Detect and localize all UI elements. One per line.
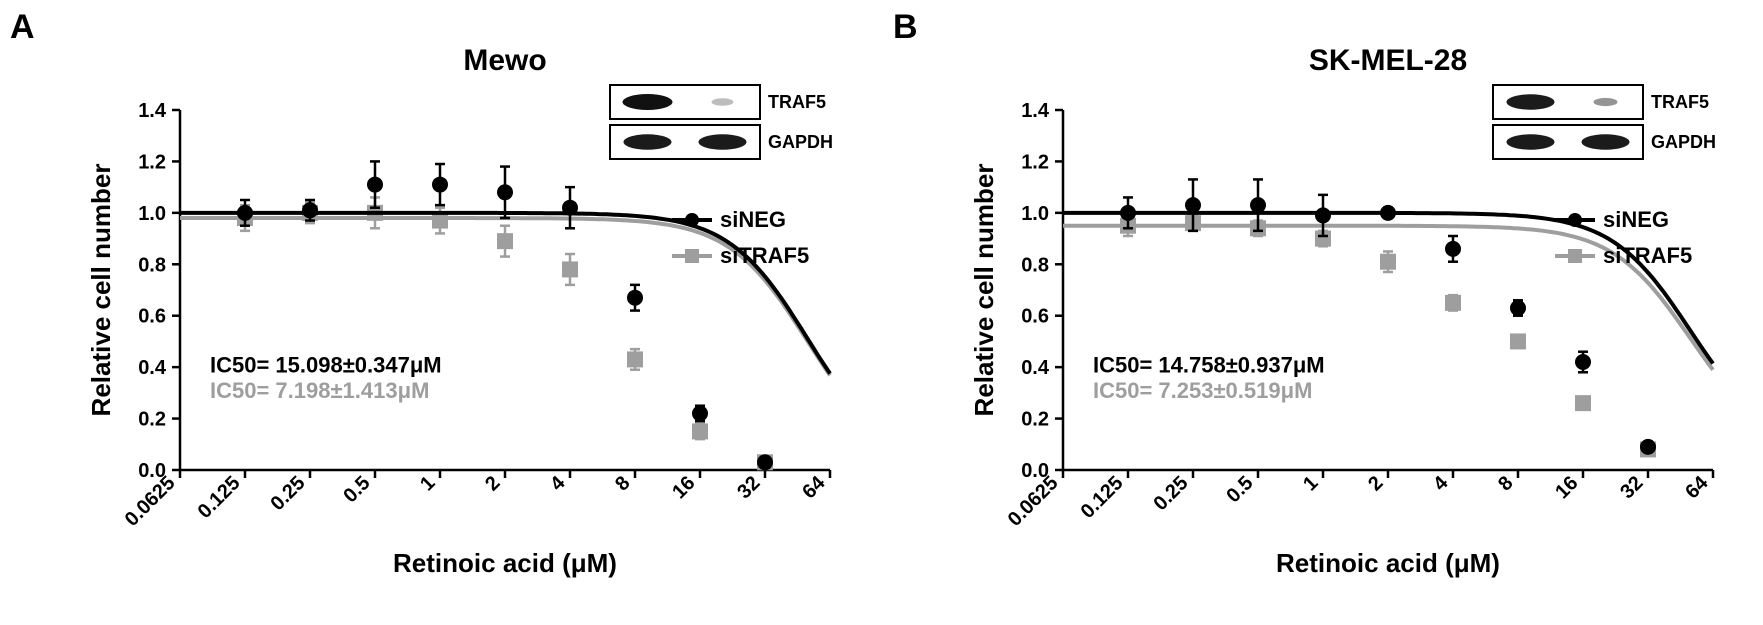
- blot-label: TRAF5: [1651, 92, 1709, 112]
- legend-label: siTRAF5: [720, 243, 809, 268]
- legend-marker: [1568, 249, 1582, 263]
- chart-b: SK-MEL-280.00.20.40.60.81.01.21.4Relativ…: [953, 40, 1753, 600]
- chart-title: Mewo: [463, 44, 546, 77]
- data-marker: [1380, 205, 1396, 221]
- x-tick-label: 32: [1616, 472, 1647, 503]
- data-marker: [1380, 254, 1396, 270]
- x-tick-label: 0.5: [1222, 472, 1257, 507]
- ic50-siNEG: IC50= 15.098±0.347μM: [210, 352, 442, 377]
- y-tick-label: 0.4: [138, 357, 167, 379]
- blot-band: [1594, 98, 1618, 106]
- blot-band: [712, 98, 734, 106]
- x-tick-label: 4: [546, 471, 570, 495]
- chart-a: Mewo0.00.20.40.60.81.01.21.4Relative cel…: [70, 40, 870, 600]
- x-tick-label: 64: [1681, 471, 1713, 503]
- y-tick-label: 1.0: [138, 203, 166, 225]
- y-tick-label: 0.8: [1021, 254, 1049, 276]
- y-tick-label: 0.2: [138, 409, 166, 431]
- x-tick-label: 16: [1551, 472, 1582, 503]
- blot-label: GAPDH: [1651, 132, 1716, 152]
- blot-band: [699, 134, 747, 149]
- x-tick-label: 2: [1364, 472, 1387, 495]
- data-marker: [1250, 197, 1266, 213]
- figure: A Mewo0.00.20.40.60.81.01.21.4Relative c…: [0, 0, 1763, 625]
- legend-label: siTRAF5: [1603, 243, 1692, 268]
- x-tick-label: 0.25: [1149, 472, 1192, 515]
- data-marker: [1510, 300, 1526, 316]
- x-tick-label: 64: [798, 471, 830, 503]
- x-tick-label: 0.25: [266, 472, 309, 515]
- x-axis-label: Retinoic acid (μM): [393, 548, 617, 578]
- panel-letter-b: B: [893, 8, 918, 47]
- legend-label: siNEG: [720, 207, 786, 232]
- y-tick-label: 0.8: [138, 254, 166, 276]
- data-marker: [627, 290, 643, 306]
- y-tick-label: 0.6: [1021, 306, 1049, 328]
- y-tick-label: 1.2: [1021, 151, 1049, 173]
- data-marker: [302, 202, 318, 218]
- legend-marker: [685, 249, 699, 263]
- data-marker: [1640, 439, 1656, 455]
- data-marker: [562, 261, 578, 277]
- panel-letter-a: A: [10, 8, 35, 47]
- data-marker: [237, 205, 253, 221]
- ic50-siTRAF5: IC50= 7.198±1.413μM: [210, 378, 429, 403]
- y-tick-label: 1.2: [138, 151, 166, 173]
- y-axis-label: Relative cell number: [86, 164, 116, 417]
- x-tick-label: 16: [668, 472, 699, 503]
- data-marker: [1575, 395, 1591, 411]
- data-marker: [1445, 241, 1461, 257]
- data-marker: [1510, 333, 1526, 349]
- data-marker: [1315, 207, 1331, 223]
- data-marker: [757, 454, 773, 470]
- x-tick-label: 8: [1494, 472, 1517, 495]
- panel-a: A Mewo0.00.20.40.60.81.01.21.4Relative c…: [0, 0, 880, 625]
- blot-label: TRAF5: [768, 92, 826, 112]
- data-marker: [367, 177, 383, 193]
- y-axis-label: Relative cell number: [969, 164, 999, 417]
- y-tick-label: 0.4: [1021, 357, 1050, 379]
- data-marker: [1120, 205, 1136, 221]
- x-tick-label: 1: [416, 472, 439, 495]
- series-curve: [1063, 213, 1713, 364]
- y-tick-label: 1.4: [138, 100, 167, 122]
- x-tick-label: 0.5: [339, 472, 374, 507]
- x-tick-label: 0.125: [1077, 472, 1128, 523]
- blot-band: [1582, 134, 1630, 149]
- data-marker: [1445, 295, 1461, 311]
- x-axis-label: Retinoic acid (μM): [1276, 548, 1500, 578]
- blot-label: GAPDH: [768, 132, 833, 152]
- blot-band: [624, 134, 672, 149]
- y-tick-label: 1.4: [1021, 100, 1050, 122]
- legend-marker: [685, 213, 699, 227]
- ic50-siNEG: IC50= 14.758±0.937μM: [1093, 352, 1325, 377]
- x-tick-label: 8: [611, 472, 634, 495]
- blot-band: [1507, 134, 1555, 149]
- blot-band: [1507, 94, 1555, 109]
- y-tick-label: 0.6: [138, 306, 166, 328]
- data-marker: [432, 177, 448, 193]
- legend-marker: [1568, 213, 1582, 227]
- data-marker: [497, 233, 513, 249]
- data-marker: [692, 405, 708, 421]
- chart-title: SK-MEL-28: [1309, 44, 1467, 77]
- y-tick-label: 0.2: [1021, 409, 1049, 431]
- data-marker: [1575, 354, 1591, 370]
- data-marker: [497, 184, 513, 200]
- x-tick-label: 4: [1429, 471, 1453, 495]
- data-marker: [692, 423, 708, 439]
- data-marker: [562, 200, 578, 216]
- x-tick-label: 32: [733, 472, 764, 503]
- ic50-siTRAF5: IC50= 7.253±0.519μM: [1093, 378, 1312, 403]
- data-marker: [432, 213, 448, 229]
- x-tick-label: 2: [481, 472, 504, 495]
- x-tick-label: 1: [1299, 472, 1322, 495]
- y-tick-label: 1.0: [1021, 203, 1049, 225]
- x-tick-label: 0.125: [194, 472, 245, 523]
- data-marker: [627, 351, 643, 367]
- legend-label: siNEG: [1603, 207, 1669, 232]
- panel-b: B SK-MEL-280.00.20.40.60.81.01.21.4Relat…: [883, 0, 1763, 625]
- data-marker: [1185, 197, 1201, 213]
- blot-band: [623, 94, 673, 110]
